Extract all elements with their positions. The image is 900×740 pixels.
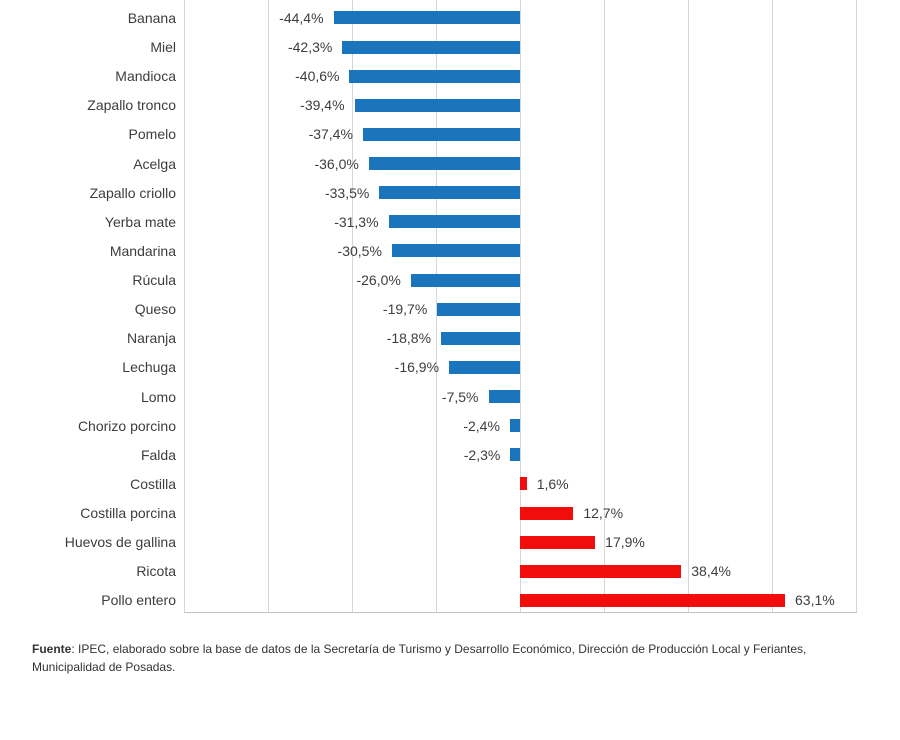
value-label: 12,7% bbox=[583, 505, 624, 521]
category-label: Lechuga bbox=[122, 359, 176, 376]
bar bbox=[441, 331, 520, 345]
value-label: -2,3% bbox=[463, 446, 501, 463]
gridline bbox=[184, 0, 185, 612]
bar bbox=[342, 40, 520, 54]
category-label: Banana bbox=[127, 9, 176, 26]
value-label: -33,5% bbox=[324, 184, 370, 201]
category-label: Acelga bbox=[133, 155, 176, 172]
category-label: Ricota bbox=[136, 563, 176, 580]
category-label: Zapallo tronco bbox=[87, 97, 176, 114]
category-label: Pollo entero bbox=[101, 592, 176, 609]
value-label: -18,8% bbox=[386, 330, 432, 347]
bar bbox=[410, 273, 520, 287]
value-label: -44,4% bbox=[279, 9, 324, 26]
gridline bbox=[856, 0, 857, 612]
category-label: Pomelo bbox=[128, 126, 176, 143]
bar bbox=[509, 419, 520, 433]
value-label: -19,7% bbox=[382, 301, 428, 318]
bar bbox=[520, 535, 596, 549]
bar bbox=[520, 564, 682, 578]
gridline bbox=[268, 0, 269, 612]
plot-area: Banana -44,4% Miel -42,3% Mandioca -40,6% Zapa… bbox=[64, 0, 857, 613]
category-label: Mandioca bbox=[115, 68, 176, 85]
bar bbox=[362, 127, 520, 141]
bar bbox=[333, 11, 520, 25]
category-label: Chorizo porcino bbox=[77, 417, 176, 434]
value-label: -30,5% bbox=[337, 242, 382, 259]
category-label: Queso bbox=[134, 301, 176, 318]
bar bbox=[349, 69, 520, 83]
gridline bbox=[352, 0, 353, 612]
bar bbox=[388, 215, 520, 229]
value-label: -42,3% bbox=[287, 39, 333, 56]
bar bbox=[510, 448, 520, 462]
bar bbox=[449, 360, 520, 374]
gridline bbox=[436, 0, 437, 612]
value-label: -40,6% bbox=[295, 68, 340, 85]
bar bbox=[391, 244, 520, 258]
bar bbox=[520, 593, 786, 607]
value-label: 1,6% bbox=[536, 475, 569, 492]
gridline bbox=[772, 0, 773, 612]
category-label: Mandarina bbox=[109, 242, 176, 259]
bar bbox=[379, 186, 520, 200]
category-label: Costilla bbox=[130, 475, 176, 492]
value-label: -26,0% bbox=[356, 272, 401, 289]
bar bbox=[488, 390, 520, 404]
bar bbox=[520, 506, 574, 520]
bar bbox=[368, 157, 520, 171]
value-label: -31,3% bbox=[334, 213, 379, 230]
value-label: -39,4% bbox=[300, 97, 345, 114]
category-label: Huevos de gallina bbox=[64, 534, 176, 551]
category-label: Miel bbox=[150, 39, 176, 56]
value-label: -36,0% bbox=[314, 155, 359, 172]
value-label: 38,4% bbox=[691, 563, 731, 580]
category-label: Lomo bbox=[140, 388, 176, 405]
value-label: -2,4% bbox=[463, 417, 500, 434]
value-label: -37,4% bbox=[308, 126, 353, 143]
gridline bbox=[520, 0, 521, 612]
category-label: Falda bbox=[140, 446, 176, 463]
source-note-label: Fuente bbox=[32, 642, 72, 656]
category-label: Yerba mate bbox=[104, 213, 176, 230]
bar bbox=[437, 302, 520, 316]
gridline bbox=[604, 0, 605, 612]
category-label: Naranja bbox=[126, 330, 176, 347]
bar bbox=[354, 98, 520, 112]
source-note-text: : IPEC, elaborado sobre la base de datos… bbox=[32, 642, 807, 674]
value-label: -16,9% bbox=[394, 359, 440, 376]
bar bbox=[520, 477, 527, 491]
category-label: Zapallo criollo bbox=[89, 184, 176, 201]
category-label: Rúcula bbox=[132, 272, 176, 289]
gridline bbox=[688, 0, 689, 612]
value-label: -7,5% bbox=[441, 388, 479, 405]
value-label: 17,9% bbox=[605, 534, 645, 551]
source-note: Fuente: IPEC, elaborado sobre la base de… bbox=[32, 640, 880, 676]
x-axis-line bbox=[184, 612, 857, 613]
category-label: Costilla porcina bbox=[80, 505, 176, 521]
value-label: 63,1% bbox=[795, 592, 835, 609]
